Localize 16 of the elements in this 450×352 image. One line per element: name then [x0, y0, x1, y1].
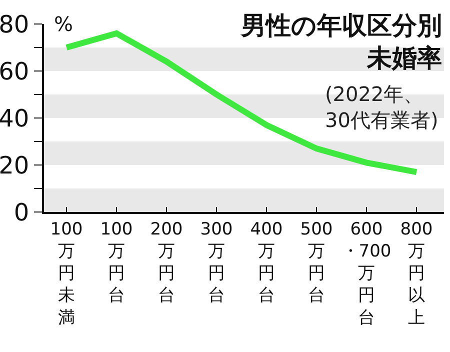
chart-title: 男性の年収区分別未婚率 — [240, 11, 442, 72]
y-axis-title: % — [54, 12, 74, 36]
y-tick-label: 60 — [0, 57, 30, 86]
x-tick-label: 800万円以上 — [400, 219, 433, 328]
y-tick-label: 80 — [0, 10, 30, 38]
text: (2022年、 30代有業者) — [325, 82, 438, 132]
x-tick-label: 500万円台 — [300, 219, 333, 306]
y-tick-label: 20 — [0, 151, 30, 180]
x-tick-label: 100万円台 — [100, 219, 133, 306]
x-tick-label: 600・700万円台 — [342, 219, 392, 328]
x-tick-label: 400万円台 — [250, 219, 283, 306]
x-tick-label: 300万円台 — [200, 219, 233, 306]
y-tick-label: 0 — [14, 198, 30, 226]
y-tick-label: 40 — [0, 104, 30, 132]
x-tick-label: 200万円台 — [150, 219, 183, 306]
x-tick-label: 100万円未満 — [50, 219, 83, 328]
